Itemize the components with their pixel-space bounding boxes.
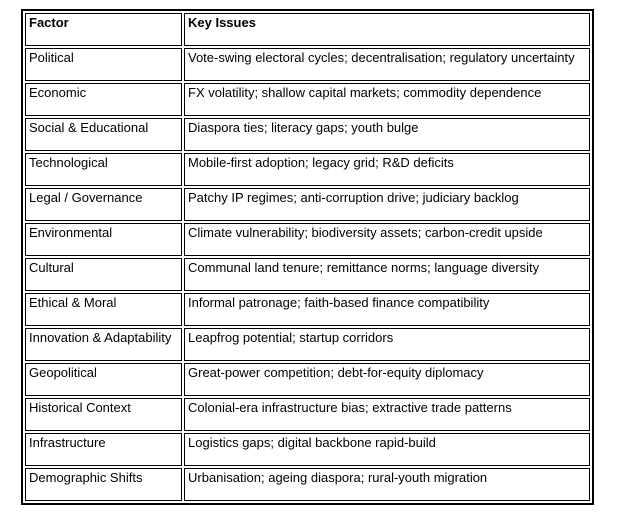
table-row: Technological Mobile-first adoption; leg… <box>25 153 590 186</box>
factor-cell: Social & Educational <box>25 118 182 151</box>
table-row: Environmental Climate vulnerability; bio… <box>25 223 590 256</box>
table-row: Cultural Communal land tenure; remittanc… <box>25 258 590 291</box>
issues-cell: Mobile-first adoption; legacy grid; R&D … <box>184 153 590 186</box>
factor-cell: Economic <box>25 83 182 116</box>
factor-cell: Ethical & Moral <box>25 293 182 326</box>
factor-cell: Infrastructure <box>25 433 182 466</box>
issues-cell: Diaspora ties; literacy gaps; youth bulg… <box>184 118 590 151</box>
factor-cell: Cultural <box>25 258 182 291</box>
issues-cell: FX volatility; shallow capital markets; … <box>184 83 590 116</box>
column-header-factor: Factor <box>25 13 182 46</box>
factor-cell: Technological <box>25 153 182 186</box>
factor-cell: Geopolitical <box>25 363 182 396</box>
table-row: Economic FX volatility; shallow capital … <box>25 83 590 116</box>
table-row: Innovation & Adaptability Leapfrog poten… <box>25 328 590 361</box>
header-row: Factor Key Issues <box>25 13 590 46</box>
table-row: Political Vote-swing electoral cycles; d… <box>25 48 590 81</box>
issues-cell: Informal patronage; faith-based finance … <box>184 293 590 326</box>
table-row: Legal / Governance Patchy IP regimes; an… <box>25 188 590 221</box>
table-row: Geopolitical Great-power competition; de… <box>25 363 590 396</box>
issues-cell: Climate vulnerability; biodiversity asse… <box>184 223 590 256</box>
table-row: Social & Educational Diaspora ties; lite… <box>25 118 590 151</box>
table-row: Demographic Shifts Urbanisation; ageing … <box>25 468 590 501</box>
issues-cell: Great-power competition; debt-for-equity… <box>184 363 590 396</box>
factor-cell: Environmental <box>25 223 182 256</box>
issues-cell: Communal land tenure; remittance norms; … <box>184 258 590 291</box>
issues-cell: Patchy IP regimes; anti-corruption drive… <box>184 188 590 221</box>
table-row: Historical Context Colonial-era infrastr… <box>25 398 590 431</box>
issues-cell: Colonial-era infrastructure bias; extrac… <box>184 398 590 431</box>
table-row: Infrastructure Logistics gaps; digital b… <box>25 433 590 466</box>
factor-cell: Demographic Shifts <box>25 468 182 501</box>
factor-cell: Innovation & Adaptability <box>25 328 182 361</box>
issues-cell: Urbanisation; ageing diaspora; rural-you… <box>184 468 590 501</box>
issues-cell: Logistics gaps; digital backbone rapid-b… <box>184 433 590 466</box>
table-row: Ethical & Moral Informal patronage; fait… <box>25 293 590 326</box>
factor-cell: Political <box>25 48 182 81</box>
issues-cell: Leapfrog potential; startup corridors <box>184 328 590 361</box>
factor-cell: Legal / Governance <box>25 188 182 221</box>
issues-cell: Vote-swing electoral cycles; decentralis… <box>184 48 590 81</box>
factor-key-issues-table: Factor Key Issues Political Vote-swing e… <box>21 9 594 505</box>
column-header-key-issues: Key Issues <box>184 13 590 46</box>
factor-cell: Historical Context <box>25 398 182 431</box>
